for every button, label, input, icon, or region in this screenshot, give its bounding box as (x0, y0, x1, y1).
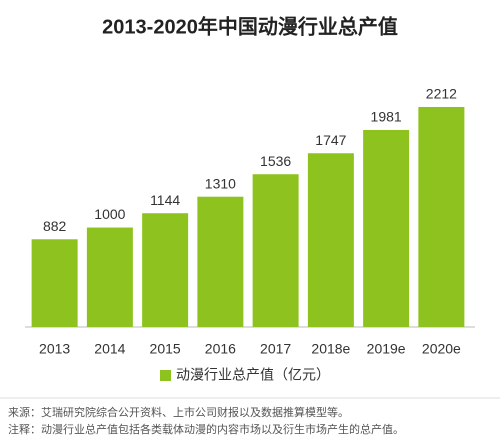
value-label: 1000 (94, 206, 125, 222)
bar (418, 107, 465, 327)
x-tick-label: 2016 (205, 341, 236, 357)
x-tick-label: 2014 (94, 341, 125, 357)
x-tick-label: 2020e (422, 341, 461, 357)
value-label: 1310 (205, 175, 236, 191)
footnote: 注释：动漫行业总产值包括各类载体动漫的内容市场以及衍生市场产生的总产值。 (8, 422, 404, 436)
value-label: 1536 (260, 153, 291, 169)
value-label: 2212 (426, 86, 457, 102)
bar (31, 239, 78, 327)
bar (363, 129, 410, 327)
legend-label: 动漫行业总产值（亿元） (176, 367, 330, 383)
bar (307, 153, 354, 327)
value-label: 882 (43, 218, 67, 234)
x-tick-label: 2017 (260, 341, 291, 357)
source-note: 来源：艾瑞研究院综合公开资料、上市公司财报以及数据推算模型等。 (8, 405, 349, 419)
x-tick-label: 2018e (311, 341, 350, 357)
legend-swatch (160, 370, 171, 381)
chart-title: 2013-2020年中国动漫行业总产值 (102, 14, 398, 38)
value-label: 1981 (371, 109, 402, 125)
bar (86, 227, 133, 327)
value-label: 1144 (150, 192, 180, 208)
bar (197, 196, 244, 327)
x-tick-label: 2013 (39, 341, 70, 357)
bar (252, 174, 299, 327)
x-tick-label: 2019e (367, 341, 406, 357)
x-tick-label: 2015 (150, 341, 181, 357)
bar (142, 213, 189, 327)
value-label: 1747 (315, 132, 346, 148)
